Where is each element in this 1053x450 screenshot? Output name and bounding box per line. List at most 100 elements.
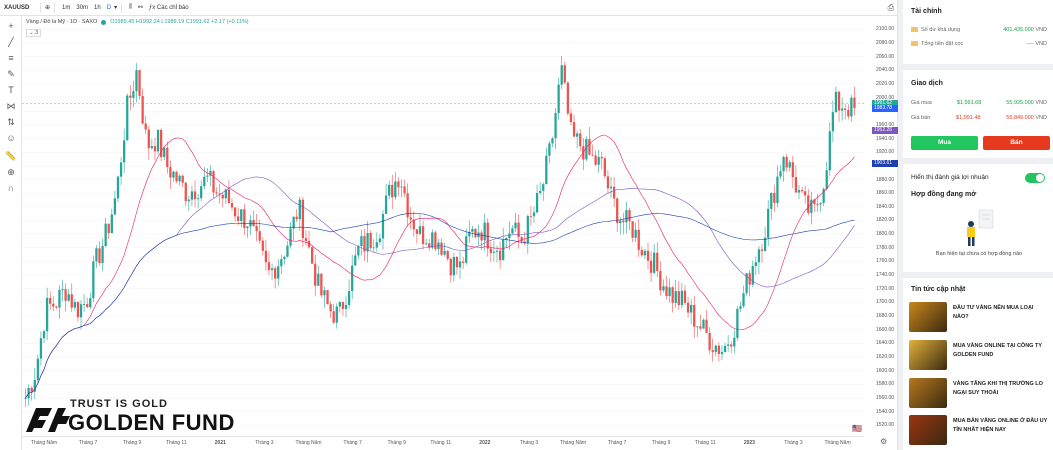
candle-body: [634, 229, 637, 238]
time-tick: Tháng 7: [78, 440, 98, 446]
pattern-icon[interactable]: ⋈: [6, 101, 16, 111]
time-tick: Tháng 9: [387, 440, 406, 446]
buy-price-row: Giá mua $1,991.68 55,925.000 VND: [911, 100, 1047, 106]
price-axis[interactable]: 2100.00 2080.00 2060.00 2040.00 2020.00 2000.…: [864, 16, 898, 436]
news-item[interactable]: Vàng tăng khi thị trường lo ngại suy tho…: [909, 378, 1049, 408]
news-thumbnail: [909, 302, 947, 332]
trendline-icon[interactable]: ╱: [8, 37, 14, 47]
channel-icon[interactable]: ≡: [8, 53, 14, 63]
candle-body: [591, 154, 594, 156]
candle-body: [153, 146, 157, 152]
ruler-icon[interactable]: 📏: [5, 151, 17, 161]
zoom-icon[interactable]: ⊕: [7, 167, 15, 177]
add-symbol-icon[interactable]: ⊕: [45, 5, 51, 11]
news-thumbnail: [909, 378, 947, 408]
candle-body: [42, 331, 46, 339]
candle-body: [563, 65, 566, 83]
deposit-value: ----: [1026, 41, 1034, 47]
candle-body: [452, 256, 456, 276]
interval-30m[interactable]: 30m: [76, 4, 89, 11]
news-item[interactable]: Mua bán vàng online ở đâu uy tín nhất hi…: [909, 415, 1049, 445]
price-tick: 2000.00: [876, 94, 895, 101]
price-tick: 1960.00: [876, 121, 895, 128]
candle-body: [49, 297, 52, 304]
emoji-icon[interactable]: ☺: [6, 133, 16, 143]
chevron-down-icon[interactable]: ▾: [114, 5, 118, 11]
candle-body: [150, 146, 154, 149]
time-tick: Tháng Năm: [295, 440, 322, 446]
candle-body: [224, 189, 227, 199]
candle-body: [619, 220, 622, 224]
candle-body: [717, 345, 721, 355]
candle-body: [172, 171, 175, 178]
logo-name: GOLDEN FUND: [68, 410, 235, 435]
text-icon[interactable]: T: [8, 85, 14, 95]
profit-toggle[interactable]: [1025, 173, 1045, 183]
candle-body: [480, 232, 483, 241]
camera-icon[interactable]: ⎙: [887, 3, 894, 12]
candle-body: [394, 181, 397, 198]
candle-body: [514, 222, 517, 229]
candle-body: [209, 171, 212, 176]
candle-body: [123, 140, 126, 163]
indicator-count-toggle[interactable]: ⌄ 3: [26, 29, 42, 37]
candle-body: [517, 222, 520, 238]
candle-body: [156, 129, 160, 152]
price-chart[interactable]: [22, 16, 864, 436]
divider: [40, 2, 41, 13]
candle-body: [804, 191, 807, 196]
candle-body: [461, 261, 465, 263]
price-tick: 2040.00: [876, 67, 895, 74]
sell-button[interactable]: Bán: [983, 136, 1050, 150]
market-open-dot: [101, 19, 107, 25]
candle-body: [471, 228, 474, 232]
indicators-button[interactable]: ƒx Các chỉ báo: [148, 4, 189, 11]
price-tick: 1920.00: [876, 149, 895, 156]
compare-icon[interactable]: ⚯: [137, 5, 143, 11]
candle-body: [535, 192, 539, 213]
candle-body: [190, 191, 194, 200]
gear-icon[interactable]: ⚙: [880, 437, 888, 446]
candle-body: [116, 176, 120, 199]
time-tick: 2023: [743, 440, 755, 446]
measure-icon[interactable]: ⇅: [7, 117, 15, 127]
candle-body: [200, 186, 203, 199]
price-tick: 1720.00: [876, 285, 895, 292]
crosshair-icon[interactable]: +: [8, 21, 14, 31]
candle-body: [292, 216, 295, 229]
candle-body: [314, 263, 317, 286]
candle-body: [45, 297, 49, 332]
candle-body: [495, 250, 499, 252]
candle-body: [341, 302, 345, 309]
candle-body: [579, 133, 582, 147]
price-tick: 1520.00: [876, 422, 895, 429]
finance-card: Tài chính Số dư khả dụng 401.435.000 VND…: [903, 0, 1053, 64]
candle-body: [338, 302, 341, 307]
candle-body: [67, 294, 70, 301]
bar-style-icon[interactable]: ⫼: [129, 4, 132, 10]
interval-1m[interactable]: 1m: [62, 4, 71, 11]
candle-body: [566, 82, 570, 114]
time-tick: Tháng 7: [343, 440, 362, 446]
news-item[interactable]: Mua vàng online tại công ty Golden Fund: [909, 340, 1049, 370]
candle-body: [196, 198, 200, 200]
ohlc-values: O1989.45 H1992.24 L1989.19 C1991.62 +2.1…: [110, 19, 249, 25]
news-item[interactable]: Đầu tư vàng nên mua loại nào?: [909, 302, 1049, 332]
magnet-icon[interactable]: ∩: [7, 183, 15, 193]
candle-body: [126, 95, 129, 141]
candle-body: [628, 210, 631, 222]
candle-body: [840, 108, 844, 111]
interval-d[interactable]: D: [106, 4, 112, 11]
interval-1h[interactable]: 1h: [94, 4, 101, 11]
candle-body: [690, 304, 693, 313]
candle-body: [89, 298, 92, 308]
time-axis[interactable]: Tháng Năm Tháng 7 Tháng 9 Tháng 11 2021 Tháng…: [22, 436, 864, 450]
brush-icon[interactable]: ✎: [7, 69, 15, 79]
symbol-label[interactable]: XAUUSD: [4, 4, 30, 11]
candle-body: [95, 248, 98, 262]
candle-body: [813, 199, 816, 205]
candle-body: [82, 304, 86, 305]
buy-button[interactable]: Mua: [911, 136, 978, 150]
candle-body: [511, 228, 514, 234]
candle-body: [847, 109, 850, 117]
